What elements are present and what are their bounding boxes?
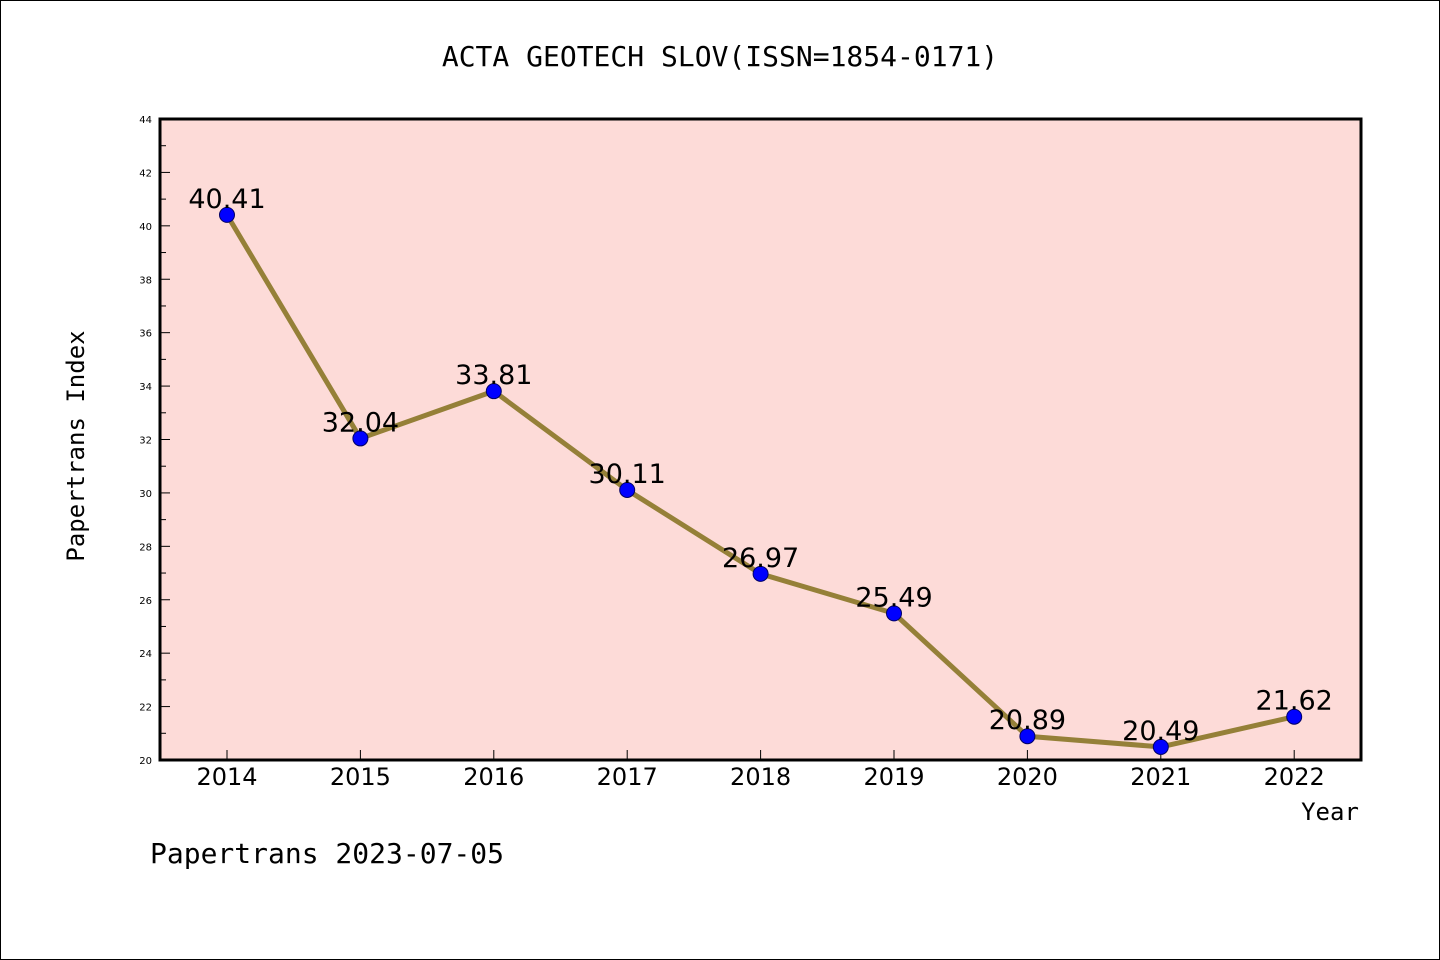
- data-point: [219, 206, 235, 223]
- y-tick-label: 36: [139, 329, 152, 340]
- data-label: 32.04: [322, 407, 399, 438]
- x-tick-label: 2014: [196, 763, 257, 791]
- data-label: 40.41: [188, 184, 265, 215]
- x-tick-label: 2021: [1130, 763, 1191, 791]
- y-tick-label: 30: [139, 489, 152, 500]
- data-label: 20.89: [989, 705, 1066, 736]
- y-tick-label: 26: [139, 596, 152, 607]
- y-tick-label: 20: [139, 756, 152, 767]
- x-axis-label: Year: [1301, 798, 1359, 826]
- data-label: 33.81: [455, 360, 532, 391]
- data-label: 20.49: [1122, 716, 1199, 747]
- x-axis-ticks: 2014 2015 2016 2017 2018 2019 2020 2021 2022: [196, 750, 1325, 791]
- data-point: [886, 605, 902, 622]
- data-label: 26.97: [722, 543, 799, 574]
- y-tick-label: 40: [139, 222, 152, 233]
- y-tick-label: 32: [139, 436, 152, 447]
- series-markers: [219, 206, 1303, 755]
- y-axis-ticks: 20 22 24 26 28 30 32 34 36 38 40 42 44: [139, 115, 170, 767]
- data-point: [752, 565, 769, 582]
- y-tick-label: 22: [139, 703, 152, 714]
- data-label: 30.11: [589, 459, 666, 490]
- footer-date: Papertrans 2023-07-05: [150, 837, 504, 870]
- data-point: [485, 383, 502, 400]
- data-label: 25.49: [855, 582, 932, 613]
- data-point: [1019, 728, 1036, 745]
- x-tick-label: 2019: [863, 763, 924, 791]
- x-tick-label: 2018: [730, 763, 791, 791]
- y-tick-label: 44: [139, 115, 152, 126]
- y-axis-label: Papertrans Index: [62, 330, 90, 561]
- plot-area: [158, 117, 1363, 762]
- x-tick-label: 2020: [997, 763, 1058, 791]
- data-point: [1152, 738, 1169, 755]
- data-labels: 40.41 32.04 33.81 30.11 26.97 25.49 20.89 20.49…: [188, 184, 1332, 747]
- chart-title: ACTA GEOTECH SLOV(ISSN=1854-0171): [442, 40, 998, 73]
- data-point: [352, 430, 369, 447]
- y-tick-label: 38: [139, 275, 152, 286]
- x-tick-label: 2017: [597, 763, 658, 791]
- x-tick-label: 2016: [463, 763, 524, 791]
- data-point: [1286, 708, 1303, 725]
- y-tick-label: 24: [139, 649, 152, 660]
- data-point: [619, 481, 636, 498]
- y-tick-label: 28: [139, 542, 152, 553]
- x-tick-label: 2022: [1264, 763, 1325, 791]
- x-tick-label: 2015: [330, 763, 391, 791]
- data-label: 21.62: [1256, 686, 1333, 717]
- y-tick-label: 42: [139, 168, 152, 179]
- y-tick-label: 34: [139, 382, 152, 393]
